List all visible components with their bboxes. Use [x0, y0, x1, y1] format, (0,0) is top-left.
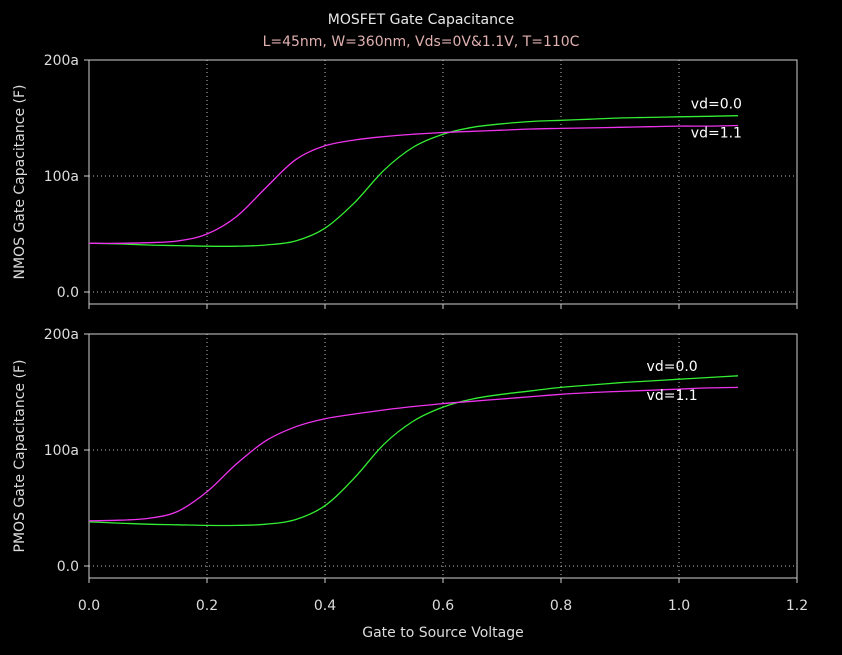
x-tick-label: 0.4: [314, 598, 336, 614]
x-tick-label: 0.2: [196, 598, 218, 614]
nmos-y-tick-label: 200a: [44, 53, 79, 69]
pmos-y-tick-label: 0.0: [57, 559, 79, 575]
pmos-curve-label-vd0: vd=0.0: [647, 359, 698, 375]
x-axis-label: Gate to Source Voltage: [362, 625, 524, 641]
x-tick-label: 1.2: [786, 598, 808, 614]
x-tick-label: 1.0: [668, 598, 690, 614]
nmos-panel: NMOS Gate Capacitance (F) 0.0 100a 200a vd=…: [12, 53, 798, 309]
nmos-series-vd1-line: [88, 124, 739, 244]
x-tick-label: 0.0: [78, 598, 100, 614]
pmos-panel: PMOS Gate Capacitance (F) 0.0 100a 200a 0.0…: [12, 327, 808, 614]
nmos-series-vd0-line: [88, 115, 739, 247]
pmos-series-vd1-line: [88, 386, 739, 522]
nmos-y-tick-label: 100a: [44, 169, 79, 185]
pmos-curve-label-vd1: vd=1.1: [647, 388, 698, 404]
pmos-y-axis-label: PMOS Gate Capacitance (F): [12, 360, 28, 553]
chart-subtitle: L=45nm, W=360nm, Vds=0V&1.1V, T=110C: [263, 34, 580, 50]
nmos-y-axis-label: NMOS Gate Capacitance (F): [12, 85, 28, 280]
nmos-y-tick-label: 0.0: [57, 285, 79, 301]
nmos-curve-label-vd0: vd=0.0: [691, 97, 742, 113]
pmos-series-vd0-line: [88, 375, 739, 527]
chart-title: MOSFET Gate Capacitance: [328, 12, 515, 28]
nmos-curve-label-vd1: vd=1.1: [691, 126, 742, 142]
x-tick-label: 0.6: [432, 598, 454, 614]
pmos-y-tick-label: 100a: [44, 443, 79, 459]
x-tick-label: 0.8: [550, 598, 572, 614]
pmos-y-tick-label: 200a: [44, 327, 79, 343]
